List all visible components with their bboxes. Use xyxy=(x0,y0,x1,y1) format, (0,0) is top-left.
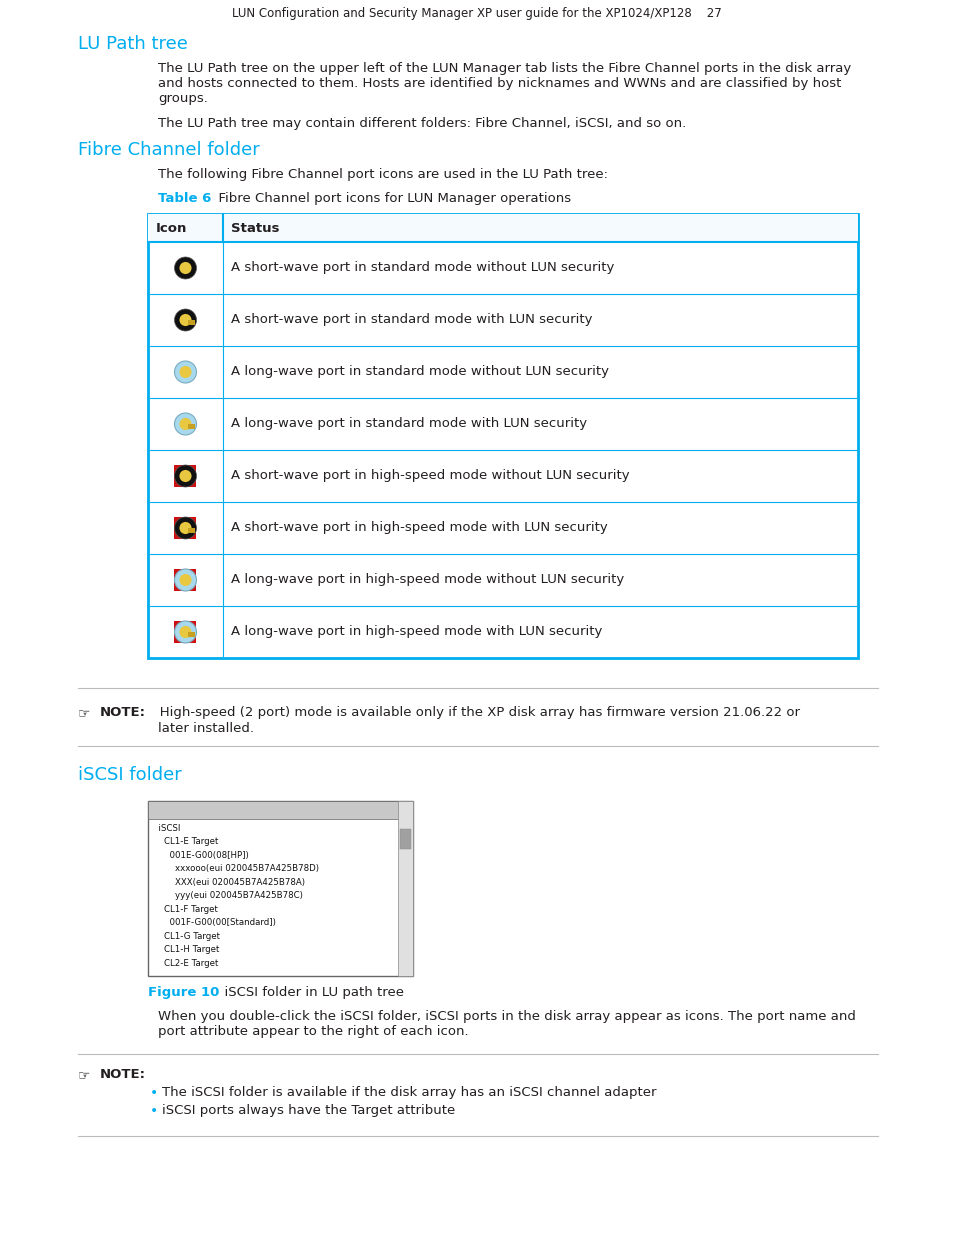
Text: Icon: Icon xyxy=(156,221,187,235)
Bar xyxy=(189,529,195,534)
Text: 001E-G00(08[HP]): 001E-G00(08[HP]) xyxy=(152,851,249,860)
Text: A long-wave port in high-speed mode without LUN security: A long-wave port in high-speed mode with… xyxy=(231,573,623,587)
Text: NOTE:: NOTE: xyxy=(100,706,146,719)
Text: xxxooo(eui 020045B7A425B78D): xxxooo(eui 020045B7A425B78D) xyxy=(152,864,318,873)
Circle shape xyxy=(174,412,196,435)
Text: Figure 10: Figure 10 xyxy=(148,986,219,999)
Bar xyxy=(399,829,411,848)
Text: The LU Path tree may contain different folders: Fibre Channel, iSCSI, and so on.: The LU Path tree may contain different f… xyxy=(158,117,685,130)
Text: later installed.: later installed. xyxy=(158,722,253,735)
Text: A long-wave port in standard mode with LUN security: A long-wave port in standard mode with L… xyxy=(231,417,586,431)
Text: NOTE:: NOTE: xyxy=(100,1068,146,1081)
Text: 001F-G00(00[Standard]): 001F-G00(00[Standard]) xyxy=(152,919,275,927)
Text: LUN Configuration and Security Manager XP user guide for the XP1024/XP128    27: LUN Configuration and Security Manager X… xyxy=(232,7,721,20)
Circle shape xyxy=(174,569,196,592)
Text: iSCSI folder: iSCSI folder xyxy=(78,766,182,784)
Text: iSCSI folder in LU path tree: iSCSI folder in LU path tree xyxy=(215,986,403,999)
Text: iSCSI: iSCSI xyxy=(152,824,180,832)
Text: Table 6: Table 6 xyxy=(158,191,212,205)
Bar xyxy=(148,214,857,658)
Text: A long-wave port in standard mode without LUN security: A long-wave port in standard mode withou… xyxy=(231,366,608,378)
Text: A long-wave port in high-speed mode with LUN security: A long-wave port in high-speed mode with… xyxy=(231,625,601,638)
Bar xyxy=(148,802,413,976)
Text: CL2-E Target: CL2-E Target xyxy=(152,960,218,968)
Text: iSCSI ports always have the Target attribute: iSCSI ports always have the Target attri… xyxy=(162,1104,455,1116)
Circle shape xyxy=(179,471,192,482)
Circle shape xyxy=(179,366,192,378)
Text: A short-wave port in high-speed mode without LUN security: A short-wave port in high-speed mode wit… xyxy=(231,469,629,483)
Bar xyxy=(174,517,196,538)
Circle shape xyxy=(179,314,192,326)
Circle shape xyxy=(179,262,192,274)
Text: Fibre Channel folder: Fibre Channel folder xyxy=(78,141,259,159)
Circle shape xyxy=(179,574,192,587)
Circle shape xyxy=(179,522,192,534)
Text: Status: Status xyxy=(231,221,279,235)
Text: ☞: ☞ xyxy=(78,1068,91,1082)
Text: A short-wave port in standard mode without LUN security: A short-wave port in standard mode witho… xyxy=(231,262,614,274)
Text: XXX(eui 020045B7A425B78A): XXX(eui 020045B7A425B78A) xyxy=(152,878,305,887)
Bar xyxy=(397,802,413,976)
Circle shape xyxy=(174,517,196,538)
Circle shape xyxy=(174,621,196,643)
Text: CL1-H Target: CL1-H Target xyxy=(152,946,219,955)
Text: A short-wave port in high-speed mode with LUN security: A short-wave port in high-speed mode wit… xyxy=(231,521,607,535)
Bar xyxy=(148,802,413,819)
Text: •: • xyxy=(150,1086,158,1100)
Bar xyxy=(189,320,195,325)
Circle shape xyxy=(179,417,192,430)
Text: The LU Path tree on the upper left of the LUN Manager tab lists the Fibre Channe: The LU Path tree on the upper left of th… xyxy=(158,62,850,105)
Text: CL1-G Target: CL1-G Target xyxy=(152,932,220,941)
Text: •: • xyxy=(150,1104,158,1118)
Text: When you double-click the iSCSI folder, iSCSI ports in the disk array appear as : When you double-click the iSCSI folder, … xyxy=(158,1010,855,1037)
Text: ☞: ☞ xyxy=(78,706,91,720)
Text: CL1-E Target: CL1-E Target xyxy=(152,837,218,846)
Bar xyxy=(174,466,196,487)
Circle shape xyxy=(174,361,196,383)
Text: CL1-F Target: CL1-F Target xyxy=(152,905,217,914)
Circle shape xyxy=(174,466,196,487)
Bar xyxy=(174,569,196,592)
Text: A short-wave port in standard mode with LUN security: A short-wave port in standard mode with … xyxy=(231,314,592,326)
Circle shape xyxy=(179,626,192,638)
Circle shape xyxy=(174,257,196,279)
Bar xyxy=(189,632,195,637)
Text: yyy(eui 020045B7A425B78C): yyy(eui 020045B7A425B78C) xyxy=(152,892,302,900)
Text: High-speed (2 port) mode is available only if the XP disk array has firmware ver: High-speed (2 port) mode is available on… xyxy=(147,706,800,719)
Circle shape xyxy=(174,309,196,331)
Bar xyxy=(189,424,195,429)
Text: Fibre Channel port icons for LUN Manager operations: Fibre Channel port icons for LUN Manager… xyxy=(210,191,571,205)
Text: The iSCSI folder is available if the disk array has an iSCSI channel adapter: The iSCSI folder is available if the dis… xyxy=(162,1086,656,1099)
Text: The following Fibre Channel port icons are used in the LU Path tree:: The following Fibre Channel port icons a… xyxy=(158,168,607,182)
Bar xyxy=(148,214,857,242)
Text: LU Path tree: LU Path tree xyxy=(78,35,188,53)
Bar xyxy=(174,621,196,643)
